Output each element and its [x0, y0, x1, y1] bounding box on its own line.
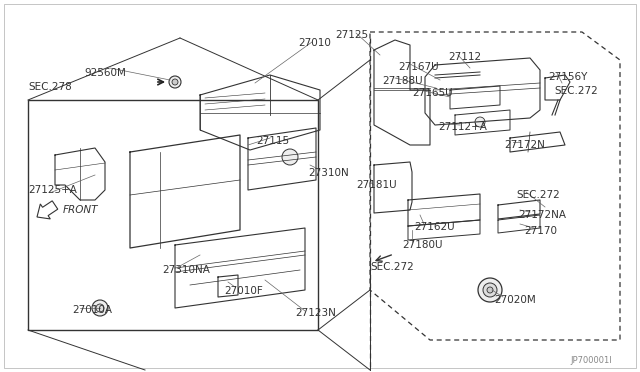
Circle shape [282, 149, 298, 165]
Text: 27010F: 27010F [224, 286, 263, 296]
Text: 27112: 27112 [448, 52, 481, 62]
Text: 27172NA: 27172NA [518, 210, 566, 220]
Circle shape [487, 287, 493, 293]
Text: 27162U: 27162U [414, 222, 454, 232]
Circle shape [169, 76, 181, 88]
Text: 27172N: 27172N [504, 140, 545, 150]
Text: 27010: 27010 [298, 38, 331, 48]
Circle shape [92, 300, 108, 316]
Text: 27188U: 27188U [382, 76, 422, 86]
Bar [28, 100, 318, 330]
Text: FRONT: FRONT [63, 205, 99, 215]
Text: 27156Y: 27156Y [548, 72, 588, 82]
Text: 27170: 27170 [524, 226, 557, 236]
Text: 27180U: 27180U [402, 240, 442, 250]
Circle shape [96, 304, 104, 312]
Text: SEC.272: SEC.272 [370, 262, 413, 272]
Text: 27115: 27115 [256, 136, 289, 146]
Circle shape [475, 117, 485, 127]
Text: 27310N: 27310N [308, 168, 349, 178]
Text: 27123N: 27123N [295, 308, 336, 318]
Circle shape [172, 79, 178, 85]
Text: SEC.278: SEC.278 [28, 82, 72, 92]
Text: SEC.272: SEC.272 [516, 190, 560, 200]
Circle shape [483, 283, 497, 297]
Text: 27310NA: 27310NA [162, 265, 210, 275]
Text: 27010A: 27010A [72, 305, 112, 315]
Text: SEC.272: SEC.272 [554, 86, 598, 96]
Text: 27167U: 27167U [398, 62, 438, 72]
Text: 27125+A: 27125+A [28, 185, 77, 195]
Text: 27112+A: 27112+A [438, 122, 487, 132]
Text: 27165U: 27165U [412, 88, 452, 98]
Text: JP700001I: JP700001I [570, 356, 612, 365]
Text: 92560M: 92560M [84, 68, 126, 78]
Circle shape [478, 278, 502, 302]
Text: 27125: 27125 [335, 30, 368, 40]
Text: 27181U: 27181U [356, 180, 397, 190]
Text: 27020M: 27020M [494, 295, 536, 305]
FancyArrow shape [37, 201, 58, 219]
